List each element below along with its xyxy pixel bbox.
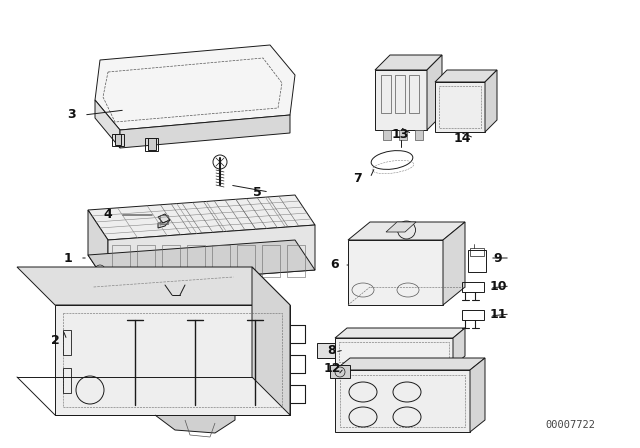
Polygon shape [148,138,156,150]
Polygon shape [120,115,290,148]
Bar [462,310,484,320]
Bar [162,245,180,277]
Text: 11: 11 [489,307,507,320]
Bar [340,375,465,427]
Polygon shape [375,55,442,70]
Polygon shape [95,100,120,148]
Text: 12: 12 [323,362,340,375]
Bar [112,245,130,277]
Polygon shape [330,365,350,378]
Bar [160,215,168,224]
Polygon shape [335,358,485,370]
Text: 00007722: 00007722 [545,420,595,430]
Bar [462,282,484,292]
Polygon shape [17,267,290,305]
Polygon shape [453,328,465,366]
Bar [63,313,282,407]
Bar [381,75,391,113]
Polygon shape [55,305,290,415]
Polygon shape [88,240,315,285]
Polygon shape [485,70,497,132]
Polygon shape [348,222,465,240]
Polygon shape [88,195,315,240]
Polygon shape [95,45,295,130]
Bar [63,330,71,355]
Polygon shape [386,222,416,232]
Text: 14: 14 [453,132,471,145]
Polygon shape [427,55,442,130]
Bar [383,130,391,140]
Bar [212,245,230,277]
Bar [335,370,470,432]
Polygon shape [115,134,121,145]
Polygon shape [435,70,497,82]
Text: 10: 10 [489,280,507,293]
Bar [287,245,305,277]
Polygon shape [108,225,315,285]
Bar [468,250,486,272]
Polygon shape [317,343,335,358]
Text: 8: 8 [328,344,336,357]
Bar [470,248,484,256]
Bar [335,338,453,366]
Text: 3: 3 [68,108,76,121]
Polygon shape [470,358,485,432]
Text: 6: 6 [331,258,339,271]
Bar [399,130,407,140]
Text: 4: 4 [104,208,113,221]
Polygon shape [252,267,290,415]
Polygon shape [158,220,170,228]
Bar [409,75,419,113]
Polygon shape [348,240,443,305]
Text: 7: 7 [354,172,362,185]
Text: 1: 1 [63,251,72,264]
Polygon shape [375,70,427,130]
Bar [187,245,205,277]
Bar [63,368,71,393]
Bar [145,138,158,151]
Bar [262,245,280,277]
Polygon shape [435,82,485,132]
Polygon shape [158,214,170,223]
Bar [415,130,423,140]
Polygon shape [155,415,235,433]
Bar [439,86,481,128]
Polygon shape [88,210,108,285]
Polygon shape [335,328,465,338]
Text: 2: 2 [51,333,60,346]
Bar [112,134,124,146]
Bar [237,245,255,277]
Polygon shape [443,222,465,305]
Text: 9: 9 [493,251,502,264]
Text: 13: 13 [391,128,409,141]
Bar [137,245,155,277]
Text: 5: 5 [253,185,261,198]
Bar [339,342,449,362]
Bar [395,75,405,113]
